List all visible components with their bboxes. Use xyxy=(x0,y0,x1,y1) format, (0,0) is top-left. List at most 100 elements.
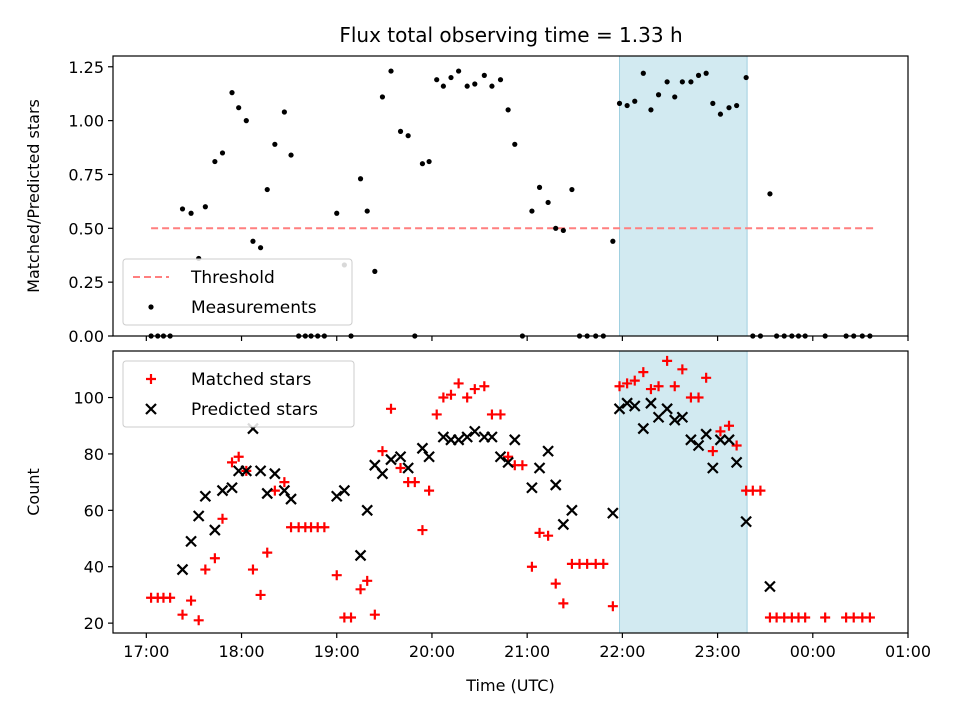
legend-box xyxy=(122,360,355,428)
predicted-stars-point xyxy=(607,507,619,519)
measurements-point xyxy=(664,79,670,85)
measurements-point xyxy=(288,152,294,158)
matched-stars-point xyxy=(279,477,290,488)
matched-stars-point xyxy=(662,355,673,366)
measurements-point xyxy=(188,210,194,216)
x-tick-label: 01:00 xyxy=(885,642,931,661)
legend-label: Predicted stars xyxy=(191,400,318,420)
matched-stars-point xyxy=(193,615,204,626)
predicted-stars-point xyxy=(330,490,343,503)
measurements-point xyxy=(379,94,386,100)
predicted-stars-point xyxy=(176,563,189,576)
matched-stars-point xyxy=(638,367,649,378)
predicted-stars-point xyxy=(542,445,554,457)
x-tick-label: 19:00 xyxy=(314,642,360,661)
predicted-stars-point xyxy=(185,535,197,548)
measurements-point xyxy=(512,141,518,147)
predicted-stars-point xyxy=(402,462,414,474)
measurements-point xyxy=(616,100,623,106)
matched-stars-point xyxy=(453,378,464,389)
predicted-stars-point xyxy=(394,450,407,463)
matched-stars-point xyxy=(653,381,664,392)
measurements-point xyxy=(529,208,535,214)
matched-stars-point xyxy=(614,381,625,392)
measurements-point xyxy=(456,68,462,74)
axes-frame xyxy=(112,350,909,634)
matched-stars-point xyxy=(227,457,238,468)
measurements-point xyxy=(536,184,543,190)
matched-stars-point xyxy=(200,564,211,575)
measurements-point xyxy=(481,72,487,78)
measurements-point xyxy=(655,92,662,98)
top-panel-ratio: 0.00 0.25 0.50 0.75 1.00 1.25 Matched/Predicte… xyxy=(24,55,909,346)
matched-stars-point xyxy=(848,612,859,623)
measurements-point xyxy=(679,79,685,85)
y-tick-label: 1.25 xyxy=(68,58,104,77)
matched-stars-point xyxy=(701,372,712,383)
axes-frame xyxy=(112,55,909,337)
matched-stars-point xyxy=(503,451,514,462)
matched-stars-point xyxy=(431,409,442,420)
matched-stars-point xyxy=(233,451,244,462)
predicted-stars-point xyxy=(668,414,681,426)
measurements-point xyxy=(472,81,478,87)
predicted-stars-point xyxy=(285,493,297,505)
matched-stars-point xyxy=(526,561,537,572)
measurements-point xyxy=(426,158,432,165)
matched-stars-point xyxy=(362,575,373,586)
predicted-stars-point xyxy=(637,422,650,435)
predicted-stars-point xyxy=(740,515,752,528)
matched-stars-point xyxy=(395,463,406,474)
legend-label: Measurements xyxy=(191,298,317,318)
predicted-stars-point xyxy=(199,490,212,503)
predicted-stars-point xyxy=(385,453,397,466)
legend-measurements-swatch xyxy=(148,304,154,310)
measurements-point xyxy=(281,109,287,115)
measurements-point xyxy=(497,77,504,83)
legend-box xyxy=(122,258,353,326)
matched-stars-point xyxy=(186,595,197,606)
matched-stars-point xyxy=(820,612,831,623)
measurements-point xyxy=(734,102,740,109)
measurements-point xyxy=(440,83,446,89)
matched-stars-point xyxy=(543,530,554,541)
matched-stars-point xyxy=(409,477,420,488)
y-tick-label: 60 xyxy=(84,501,104,520)
measurements-point xyxy=(364,208,370,214)
measurements-point xyxy=(202,204,208,210)
measurements-point xyxy=(388,68,394,74)
predicted-stars-point xyxy=(566,504,578,517)
measurements-point xyxy=(569,186,575,193)
predicted-stars-point xyxy=(192,510,205,522)
y-tick-label: 80 xyxy=(84,445,104,464)
y-axis-label: Matched/Predicted stars xyxy=(24,99,43,293)
predicted-stars-point xyxy=(509,434,521,446)
matched-stars-point xyxy=(622,378,633,389)
predicted-stars-point xyxy=(628,400,641,412)
matched-stars-point xyxy=(255,589,266,600)
x-axis-label: Time (UTC) xyxy=(465,676,554,695)
predicted-stars-point xyxy=(486,431,498,443)
y-tick-label: 1.00 xyxy=(68,112,104,131)
predicted-stars-point xyxy=(661,403,673,415)
matched-stars-point xyxy=(445,389,456,400)
matched-stars-point xyxy=(550,578,561,589)
x-tick-label: 00:00 xyxy=(790,642,836,661)
measurements-point xyxy=(434,77,440,83)
predicted-stars-point xyxy=(278,484,291,497)
matched-stars-point xyxy=(217,513,228,524)
matched-stars-point xyxy=(607,601,618,612)
measurements-point xyxy=(767,191,773,197)
predicted-stars-point xyxy=(700,428,712,440)
matched-stars-point xyxy=(800,612,811,623)
predicted-stars-point xyxy=(216,484,229,497)
matched-stars-point xyxy=(247,564,258,575)
matched-stars-point xyxy=(346,612,357,623)
predicted-stars-point xyxy=(494,450,507,463)
matched-stars-point xyxy=(469,384,480,395)
measurements-point xyxy=(264,186,270,193)
x-tick-label: 17:00 xyxy=(123,642,169,661)
measurements-point xyxy=(243,118,249,124)
